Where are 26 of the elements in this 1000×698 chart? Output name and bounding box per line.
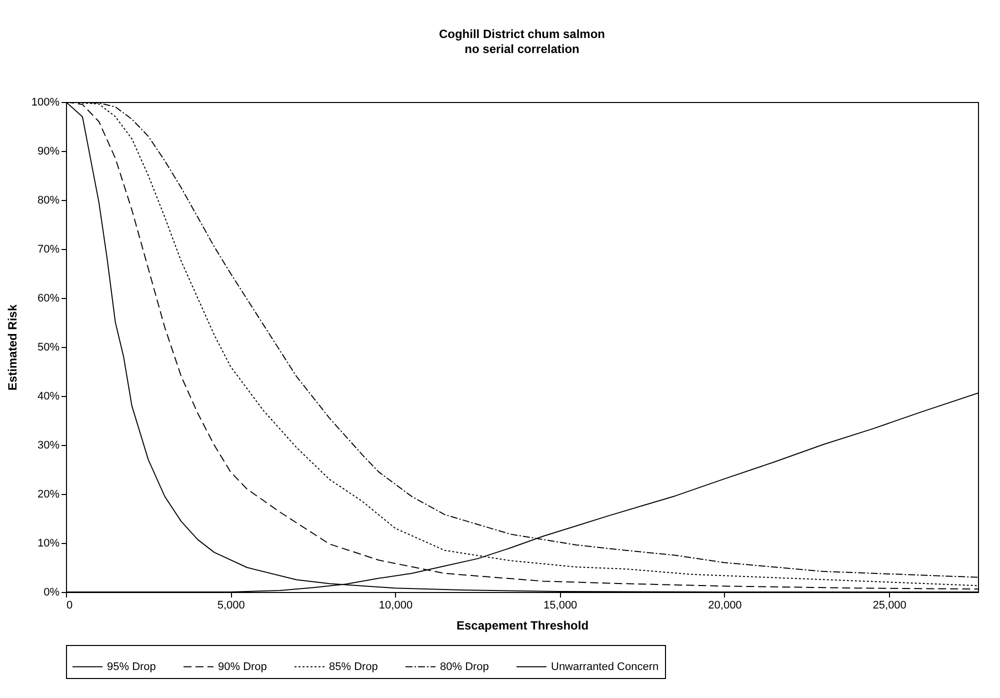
y-tick-label: 100% <box>31 96 60 108</box>
x-tick-label: 20,000 <box>708 600 742 612</box>
x-tick-label: 5,000 <box>217 600 245 612</box>
chart-title: Coghill District chum salmon <box>438 27 606 41</box>
x-tick-label: 25,000 <box>872 600 906 612</box>
y-tick-label: 70% <box>37 244 60 256</box>
y-tick-label: 90% <box>37 146 60 158</box>
y-tick-label: 30% <box>37 440 60 452</box>
x-tick-label: 15,000 <box>544 600 578 612</box>
y-tick-label: 60% <box>37 292 60 304</box>
x-axis-title: Escapement Threshold <box>456 618 589 632</box>
legend-label: 90% Drop <box>218 660 267 673</box>
y-tick-label: 10% <box>37 538 60 550</box>
y-tick-label: 40% <box>37 390 60 402</box>
x-tick-label: 0 <box>66 600 73 612</box>
chart-subtitle: no serial correlation <box>464 42 580 56</box>
legend-label: 95% Drop <box>107 660 156 673</box>
legend-label: 85% Drop <box>329 660 378 673</box>
y-tick-label: 20% <box>37 488 60 500</box>
x-tick-label: 10,000 <box>378 600 413 612</box>
y-axis-title: Estimated Risk <box>5 304 20 391</box>
legend-label: Unwarranted Concern <box>551 660 659 673</box>
y-tick-label: 80% <box>37 194 60 206</box>
legend-label: 80% Drop <box>440 660 489 673</box>
y-tick-label: 0% <box>44 586 60 598</box>
y-tick-label: 50% <box>37 342 60 354</box>
